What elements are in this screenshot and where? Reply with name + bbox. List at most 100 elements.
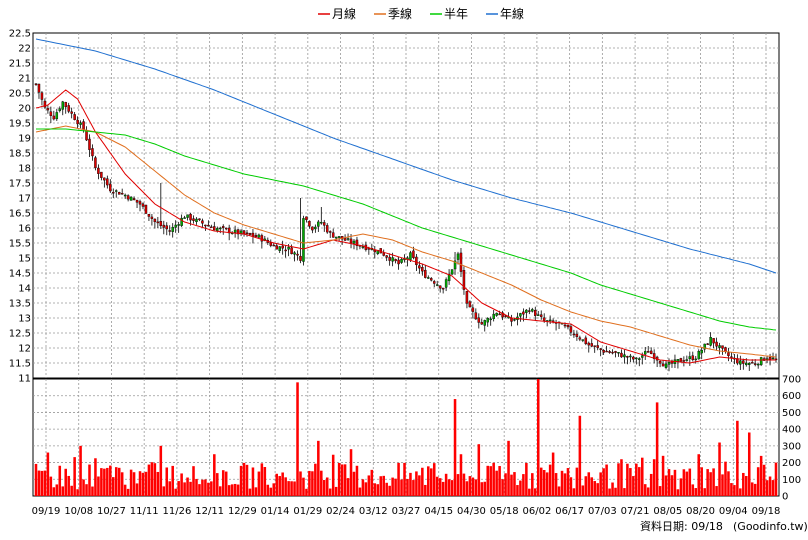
date-tick-label: 09/19 <box>32 506 61 517</box>
candle-body <box>192 218 195 221</box>
candle-body <box>290 247 293 255</box>
volume-bar <box>649 473 653 496</box>
volume-bar <box>581 485 585 496</box>
volume-bar <box>447 479 451 496</box>
volume-bar <box>272 483 276 496</box>
volume-bar <box>682 469 686 496</box>
volume-bar <box>670 475 674 496</box>
volume-bar <box>43 470 47 496</box>
volume-bar <box>548 464 552 496</box>
candle-body <box>85 130 88 141</box>
volume-bar <box>727 471 730 496</box>
date-tick-label: 03/27 <box>392 506 421 517</box>
candle-body <box>109 183 112 192</box>
candle-body <box>213 226 216 231</box>
candle-body <box>756 363 760 366</box>
candle-body <box>126 195 130 200</box>
date-tick-label: 09/18 <box>752 506 781 517</box>
candle-body <box>587 342 591 346</box>
price-tick-label: 13 <box>18 314 31 325</box>
volume-bar <box>480 482 484 496</box>
ma-line <box>36 128 777 331</box>
date-tick-label: 07/03 <box>588 506 617 517</box>
candle-body <box>534 309 537 316</box>
candle-body <box>326 225 329 233</box>
volume-bar <box>418 475 421 496</box>
volume-bar <box>153 463 157 496</box>
candle-body <box>242 230 246 234</box>
candle-body <box>456 253 460 260</box>
volume-bar <box>257 471 261 496</box>
volume-bar <box>685 471 689 496</box>
candle-body <box>608 351 611 353</box>
volume-bar <box>750 482 754 496</box>
candle-body <box>412 250 415 258</box>
candle-body <box>305 216 308 221</box>
volume-bar <box>620 459 623 496</box>
volume-bar <box>305 488 308 496</box>
volume-bar <box>284 477 287 496</box>
volume-bar <box>554 473 558 496</box>
candle-body <box>667 362 671 365</box>
candle-body <box>165 225 169 230</box>
candle-body <box>311 226 314 231</box>
candle-body <box>180 217 183 226</box>
candle-body <box>189 213 192 221</box>
volume-bar <box>308 470 311 496</box>
volume-bar <box>623 488 626 496</box>
price-axis: 11 11.5 12 12.5 13 13.5 14 14.5 15 15.5 16 16.5 17 17… <box>9 29 31 385</box>
candle-body <box>287 246 290 250</box>
candle-body <box>465 291 469 304</box>
candle-body <box>750 362 754 364</box>
volume-bar <box>578 415 582 496</box>
volume-bar <box>233 483 237 496</box>
candle-body <box>201 220 204 224</box>
date-tick-label: 06/17 <box>555 506 584 517</box>
price-tick-label: 12.5 <box>9 329 31 340</box>
candle-body <box>688 356 692 359</box>
volume-bar <box>388 485 391 496</box>
volume-bar <box>596 483 599 496</box>
volume-bar <box>450 480 454 496</box>
candle-body <box>343 238 347 241</box>
candle-body <box>114 190 118 192</box>
legend: 月線 季線 半年 年線 <box>318 6 524 21</box>
candle-body <box>337 236 341 238</box>
candle-body <box>632 356 635 360</box>
volume-bar <box>349 449 353 496</box>
volume-bar <box>542 469 546 496</box>
volume-bar <box>640 457 644 496</box>
volume-bar <box>355 465 359 496</box>
volume-bar <box>61 486 65 496</box>
volume-bar <box>46 452 50 496</box>
volume-tick-label: 600 <box>782 391 801 402</box>
candle-body <box>204 224 207 227</box>
volume-bar <box>278 476 281 496</box>
candle-body <box>409 252 412 260</box>
price-tick-label: 18 <box>18 164 31 175</box>
volume-bar <box>70 485 73 496</box>
volume-tick-label: 0 <box>782 492 788 503</box>
volume-bar <box>358 487 362 496</box>
volume-bar <box>584 476 588 496</box>
volume-bar <box>180 473 183 496</box>
volume-bar <box>715 486 718 496</box>
candle-body <box>198 218 201 221</box>
volume-bar <box>260 463 264 496</box>
date-tick-label: 09/04 <box>719 506 748 517</box>
volume-bar <box>403 462 406 496</box>
volume-bar <box>400 479 403 496</box>
volume-bar <box>352 471 356 496</box>
volume-bar <box>697 454 700 496</box>
volume-bar <box>617 463 620 496</box>
volume-bar <box>112 477 115 496</box>
volume-bar <box>367 475 371 496</box>
volume-bar <box>513 472 516 496</box>
volume-bar <box>539 467 543 496</box>
volume-bar <box>162 486 166 496</box>
volume-bar <box>263 467 267 496</box>
candle-body <box>248 233 252 235</box>
date-tick-label: 05/18 <box>490 506 519 517</box>
price-tick-label: 19.5 <box>9 119 31 130</box>
price-tick-label: 12 <box>18 344 31 355</box>
